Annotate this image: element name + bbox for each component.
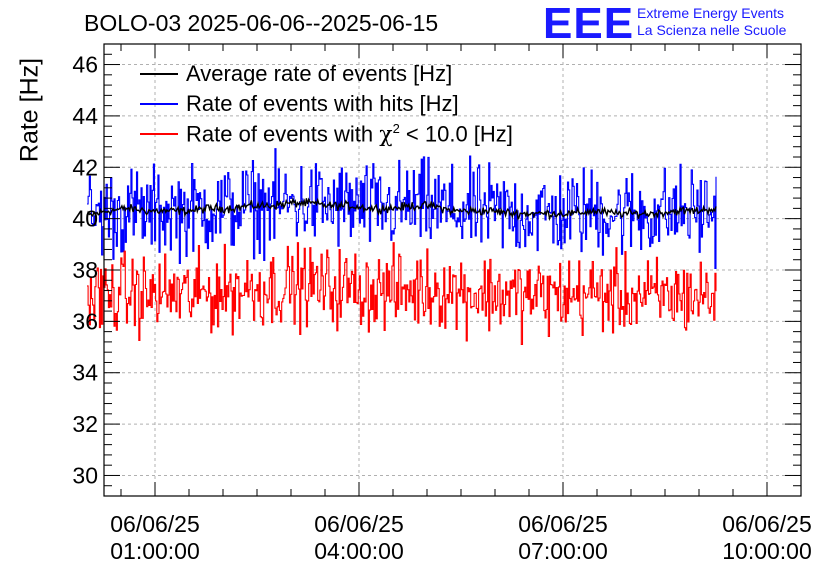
legend: Average rate of events [Hz] Rate of even… [140, 59, 513, 149]
y-tick-label: 34 [72, 360, 98, 386]
legend-label-chi2-tail: < 10.0 [Hz] [399, 121, 513, 147]
x-tick-time-label: 01:00:00 [110, 538, 200, 564]
chi-symbol: χ [379, 122, 393, 148]
legend-label-hits: Rate of events with hits [Hz] [186, 91, 459, 116]
x-tick-date-label: 06/06/25 [314, 511, 404, 537]
chi-superscript: 2 [392, 120, 400, 136]
y-tick-label: 40 [72, 206, 98, 232]
x-tick-date-label: 06/06/25 [518, 511, 608, 537]
x-tick-time-label: 07:00:00 [518, 538, 608, 564]
legend-entry-chi2: Rate of events with χ2 < 10.0 [Hz] [140, 119, 513, 149]
logo-subtitle: Extreme Energy Events La Scienza nelle S… [637, 5, 786, 39]
legend-entry-hits: Rate of events with hits [Hz] [140, 89, 513, 119]
y-tick-label: 30 [72, 462, 98, 488]
legend-swatch-chi2 [140, 133, 178, 135]
y-axis-label: Rate [Hz] [15, 57, 44, 163]
y-tick-label: 46 [72, 52, 98, 78]
legend-swatch-hits [140, 103, 178, 105]
y-tick-label: 36 [72, 308, 98, 334]
logo-line-2: La Scienza nelle Scuole [637, 22, 787, 38]
legend-entry-average: Average rate of events [Hz] [140, 59, 513, 89]
legend-label-average: Average rate of events [Hz] [186, 61, 453, 86]
series-line-1 [87, 148, 717, 269]
axes: 30323436384042444606/06/2501:00:0006/06/… [72, 43, 812, 564]
y-tick-label: 42 [72, 154, 98, 180]
chart-title: BOLO-03 2025-06-06--2025-06-15 [84, 10, 439, 36]
x-tick-time-label: 10:00:00 [722, 538, 812, 564]
x-tick-time-label: 04:00:00 [314, 538, 404, 564]
logo-line-1: Extreme Energy Events [637, 5, 785, 21]
x-tick-date-label: 06/06/25 [110, 511, 200, 537]
series-line-2 [87, 242, 717, 345]
series-line-0 [86, 196, 717, 222]
series-layer [86, 148, 717, 345]
x-tick-date-label: 06/06/25 [722, 511, 812, 537]
legend-swatch-average [140, 73, 178, 75]
legend-label-chi2: Rate of events with χ2 < 10.0 [Hz] [186, 121, 513, 147]
y-tick-label: 38 [72, 257, 98, 283]
eee-logo: EEE [543, 0, 635, 48]
y-tick-label: 32 [72, 411, 98, 437]
y-tick-label: 44 [72, 103, 98, 129]
legend-label-chi2-main: Rate of events with [186, 121, 380, 147]
